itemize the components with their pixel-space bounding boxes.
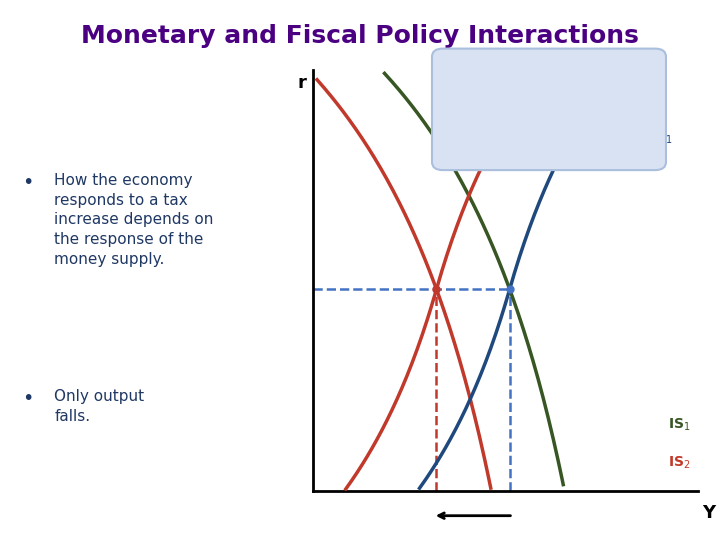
Text: How the economy
responds to a tax
increase depends on
the response of the
money : How the economy responds to a tax increa… [55, 173, 214, 267]
Text: LM$_1$: LM$_1$ [642, 130, 672, 146]
Text: Only output
falls.: Only output falls. [55, 389, 145, 423]
Text: •: • [22, 389, 33, 408]
Text: LM$_2$: LM$_2$ [567, 130, 596, 146]
Text: …if to hold the interest
rate constant, the
money supply
contracts.: …if to hold the interest rate constant, … [472, 78, 626, 136]
Text: Y: Y [702, 504, 716, 522]
Text: Monetary and Fiscal Policy Interactions: Monetary and Fiscal Policy Interactions [81, 24, 639, 48]
Text: IS$_2$: IS$_2$ [667, 454, 690, 470]
Text: IS$_1$: IS$_1$ [667, 416, 690, 433]
Text: r: r [297, 75, 306, 92]
Text: •: • [22, 173, 33, 192]
